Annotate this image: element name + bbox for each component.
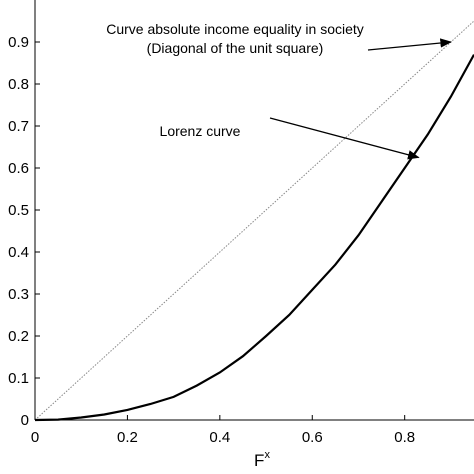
y-tick-label: 0.3 [8,286,29,303]
y-tick-label: 0.5 [8,202,29,219]
x-tick-label: 0.8 [394,429,415,446]
y-tick-label: 0 [21,412,29,429]
x-tick-label: 0.2 [117,429,138,446]
y-tick-label: 0.6 [8,160,29,177]
equality-annotation-text: Curve absolute income equality in societ… [106,21,364,37]
equality-annotation-text: (Diagonal of the unit square) [147,40,324,56]
equality-annotation-arrow [367,38,453,51]
y-tick-label: 0.1 [8,370,29,387]
lorenz-annotation-text: Lorenz curve [160,123,241,139]
x-tick-label: 0 [31,429,39,446]
lorenz-annotation-arrow [269,117,420,160]
x-tick-label: 0.4 [209,429,230,446]
y-tick-label: 0.8 [8,76,29,93]
lorenz-curve-line [34,54,474,422]
x-axis-label: Fx [254,449,270,470]
equality-diagonal-line [34,20,474,421]
y-tick-label: 0.7 [8,118,29,135]
y-tick-label: 0.9 [8,34,29,51]
x-tick-label: 0.6 [302,429,323,446]
x-axis-label-superscript: x [264,449,270,461]
x-axis-label-main: F [254,451,264,470]
y-tick-label: 0.4 [8,244,29,261]
y-tick-label: 0.2 [8,328,29,345]
